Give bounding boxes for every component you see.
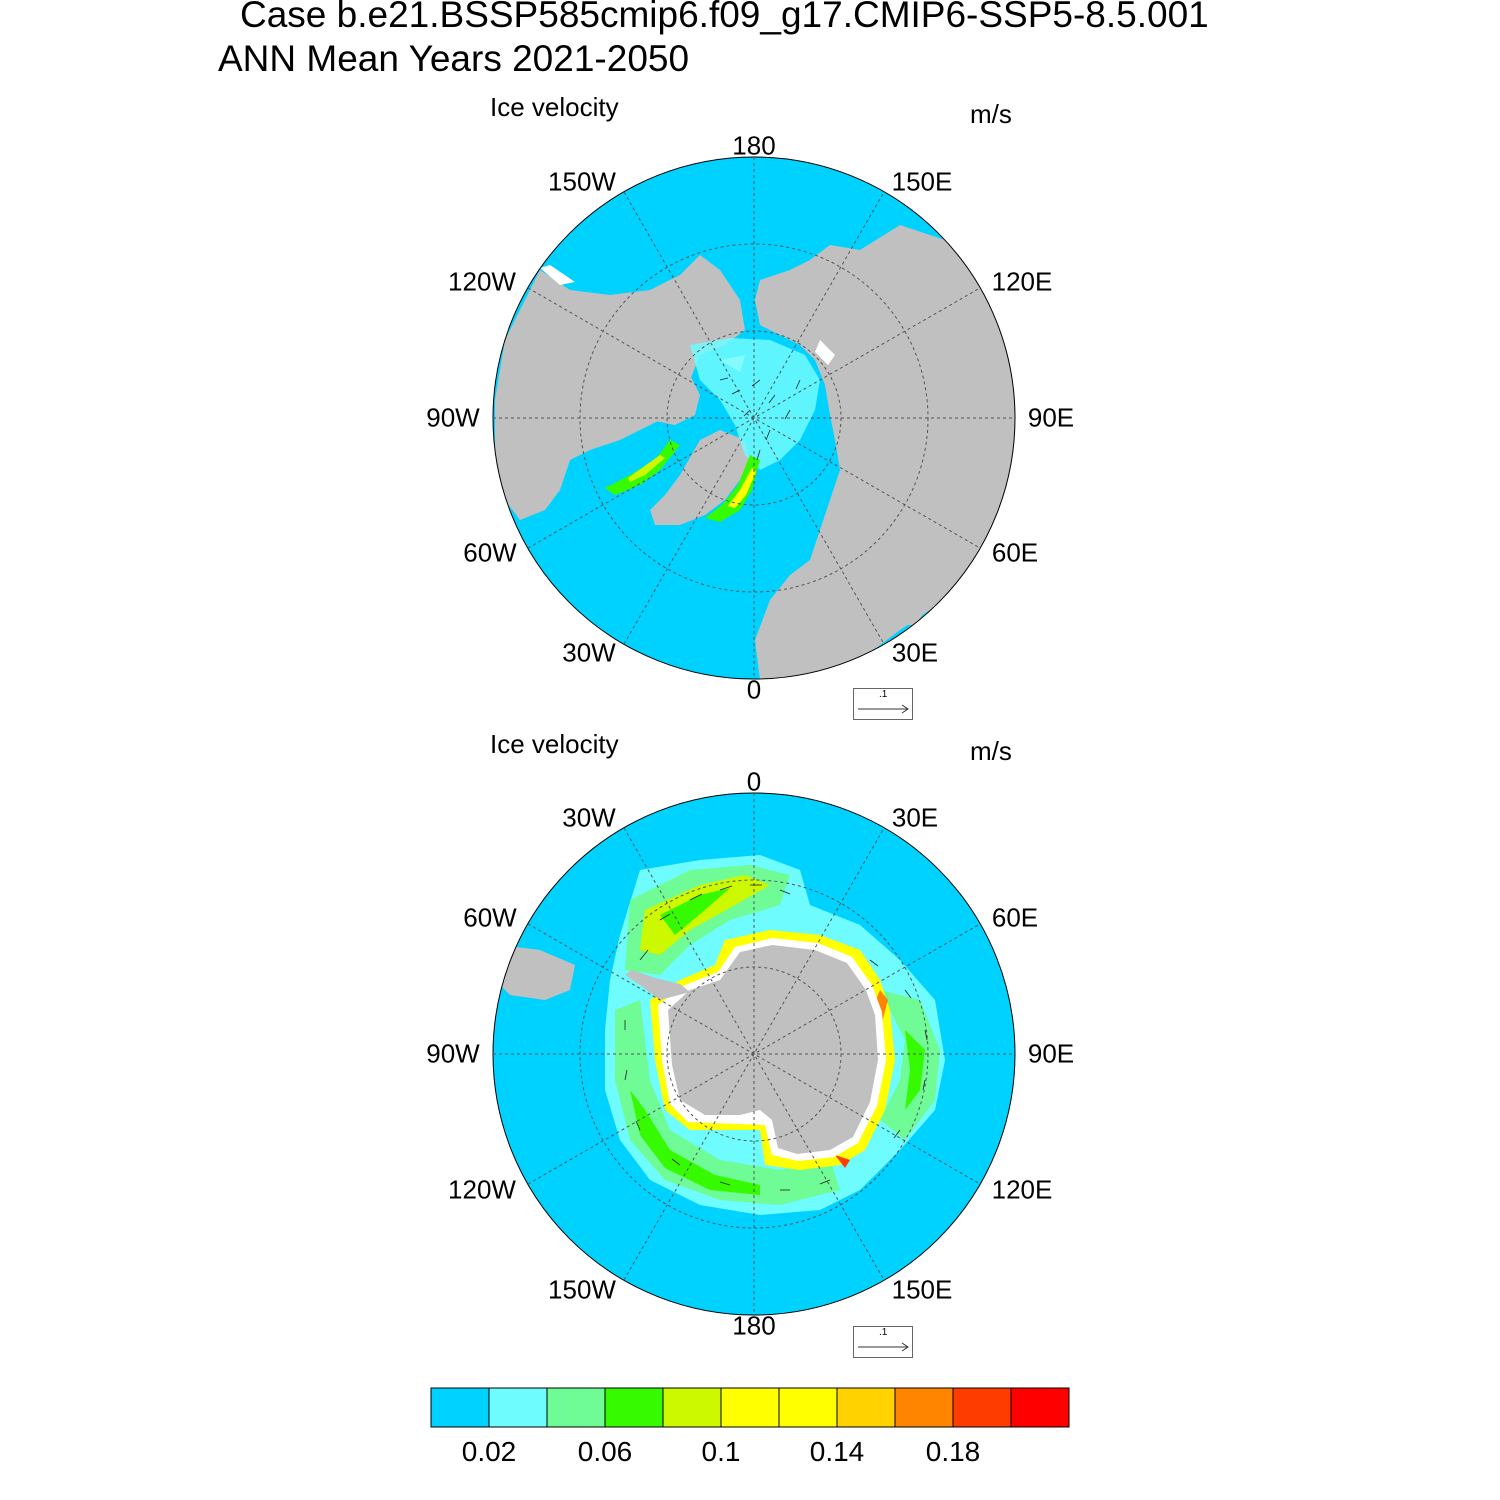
south-lon-label-lower-right: 120E <box>991 1174 1053 1205</box>
colorbar-tick-label: 0.14 <box>809 1436 865 1467</box>
south-lon-label-lower-left: 120W <box>448 1174 516 1205</box>
north-lon-label-upper-right: 120E <box>991 266 1053 297</box>
south-lon-label-right: 90E <box>1027 1038 1075 1069</box>
north-lon-label-bottom-right: 30E <box>891 637 939 668</box>
south-antarctica-land <box>668 945 878 1154</box>
reference-arrow-icon <box>858 1342 909 1352</box>
south-panel-units: m/s <box>970 736 1012 766</box>
north-greenland-land <box>650 430 750 525</box>
south-velocity-vectors <box>624 884 928 1191</box>
north-arctic-ice-band <box>690 338 820 470</box>
south-america-tip <box>495 945 575 1000</box>
south-antarctic-peninsula <box>625 970 690 1000</box>
figure-title-case: Case b.e21.BSSP585cmip6.f09_g17.CMIP6-SS… <box>240 0 1209 35</box>
south-graticule <box>493 793 1015 1315</box>
north-reference-vector-box: .1 <box>853 688 913 720</box>
north-lon-label-top-right: 150E <box>891 166 953 197</box>
north-reference-vector-value: .1 <box>879 689 888 700</box>
north-graticule <box>493 157 1015 679</box>
south-lon-label-upper-left: 60W <box>463 902 517 933</box>
north-lon-label-lower-left: 60W <box>463 537 517 568</box>
north-america-land <box>495 255 745 520</box>
north-lon-label-lower-right: 60E <box>991 537 1039 568</box>
colorbar-tick-label: 0.06 <box>577 1436 633 1467</box>
north-velocity-vectors <box>719 377 801 461</box>
figure-title-period: ANN Mean Years 2021-2050 <box>218 38 690 79</box>
north-scandinavia-land <box>880 590 930 625</box>
north-baffin-fast-ice <box>605 440 680 495</box>
colorbar-tick-label: 0.02 <box>461 1436 517 1467</box>
north-lon-label-upper-left: 120W <box>448 266 516 297</box>
north-eurasia-land <box>755 225 1015 679</box>
south-reference-vector-value: .1 <box>879 1327 888 1338</box>
north-greenland-fast-ice <box>705 455 760 522</box>
south-lon-label-bottom-right: 150E <box>891 1274 953 1305</box>
south-lon-label-top: 0 <box>746 766 762 797</box>
south-lon-label-bottom-left: 150W <box>548 1274 616 1305</box>
south-lon-label-left: 90W <box>426 1038 480 1069</box>
south-lon-label-top-right: 30E <box>891 802 939 833</box>
north-lon-label-left: 90W <box>426 402 480 433</box>
north-polar-map <box>492 156 1016 680</box>
north-lon-label-top-left: 150W <box>548 166 616 197</box>
colorbar-tick-label: 0.18 <box>925 1436 981 1467</box>
north-archipelago-land <box>635 370 700 425</box>
north-lon-label-top: 180 <box>732 130 776 161</box>
south-polar-map <box>492 792 1016 1316</box>
north-lon-label-right: 90E <box>1027 402 1075 433</box>
south-lon-label-top-left: 30W <box>562 802 616 833</box>
north-panel-title: Ice velocity <box>490 92 619 122</box>
colorbar-tick-label: 0.1 <box>701 1436 741 1467</box>
north-lon-label-bottom: 0 <box>746 674 762 705</box>
north-lon-label-bottom-left: 30W <box>562 637 616 668</box>
reference-arrow-icon <box>858 704 909 714</box>
south-reference-vector-box: .1 <box>853 1326 913 1358</box>
south-panel-title: Ice velocity <box>490 729 619 759</box>
north-panel-units: m/s <box>970 99 1012 129</box>
south-lon-label-upper-right: 60E <box>991 902 1039 933</box>
